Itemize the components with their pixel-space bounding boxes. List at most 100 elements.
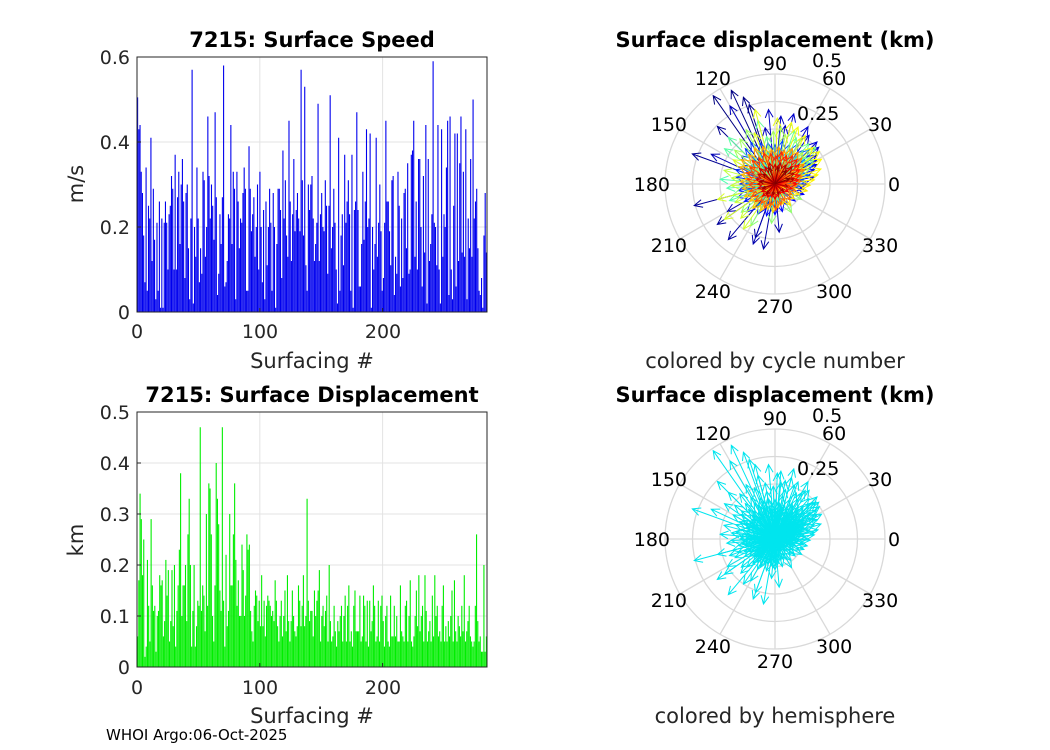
displacement-arrow xyxy=(774,183,790,188)
compass-hemisphere-angle-label: 120 xyxy=(695,423,731,445)
displacement-arrow xyxy=(774,172,796,185)
displacement-arrow xyxy=(774,538,790,543)
displacement-arrow xyxy=(768,166,776,185)
displacement-arrow xyxy=(775,535,799,543)
displacement-arrow xyxy=(762,528,776,540)
displacement-arrow xyxy=(774,183,780,196)
speed-xlabel: Surfacing # xyxy=(250,349,374,373)
compass-hemisphere-angle-label: 60 xyxy=(822,423,846,445)
displacement-arrow xyxy=(772,163,778,184)
displacement-arrow xyxy=(771,538,776,551)
compass-hemisphere-rtick-label: 0.25 xyxy=(797,458,839,480)
speed-ytick-label: 0.2 xyxy=(100,217,130,239)
compass-cycle-rtick-label: 0.5 xyxy=(812,50,842,72)
compass-cycle-angle-label: 150 xyxy=(651,114,687,136)
compass-cycle-angle-label: 120 xyxy=(695,68,731,90)
displacement-xtick-label: 0 xyxy=(131,677,143,699)
displacement-arrow xyxy=(764,520,776,540)
compass-hemisphere-angle-label: 240 xyxy=(695,636,731,658)
displacement-xtick-label: 200 xyxy=(365,677,401,699)
displacement-arrow xyxy=(774,177,791,185)
compass-hemisphere-angle-label: 30 xyxy=(868,469,892,491)
compass-hemisphere-angle-label: 150 xyxy=(651,469,687,491)
displacement-arrow xyxy=(774,165,780,185)
displacement-ytick-label: 0.1 xyxy=(100,606,130,628)
speed-chart-title: 7215: Surface Speed xyxy=(189,28,435,52)
displacement-arrow xyxy=(774,163,787,185)
compass-hemisphere-angle-label: 330 xyxy=(862,590,898,612)
displacement-arrow xyxy=(756,181,775,187)
speed-ytick-label: 0 xyxy=(118,302,130,324)
displacement-arrow xyxy=(774,538,785,547)
speed-chart: 7215: Surface Speed 0 0.2 0.4 0.6 0 100 … xyxy=(64,28,488,373)
displacement-arrow xyxy=(774,154,788,185)
displacement-ylabel: km xyxy=(64,524,88,557)
displacement-ytick-label: 0 xyxy=(118,657,130,679)
displacement-arrow xyxy=(774,524,788,540)
displacement-arrow xyxy=(774,509,788,540)
displacement-arrow xyxy=(774,518,787,540)
displacement-arrow xyxy=(774,520,780,540)
displacement-axes-box xyxy=(136,411,488,668)
compass-hemisphere-title: Surface displacement (km) xyxy=(615,383,934,407)
compass-hemisphere-angle-label: 0 xyxy=(888,529,900,551)
compass-hemisphere-angle-label: 270 xyxy=(757,651,793,673)
displacement-bars xyxy=(137,427,487,667)
compass-cycle-angle-label: 0 xyxy=(888,174,900,196)
speed-ylabel: m/s xyxy=(64,165,88,203)
compass-hemisphere-arrows xyxy=(691,444,823,606)
displacement-xtick-label: 100 xyxy=(242,677,278,699)
displacement-arrow xyxy=(768,521,776,540)
compass-cycle-angle-label: 300 xyxy=(816,281,852,303)
compass-cycle-rtick-label: 0.25 xyxy=(797,103,839,125)
displacement-ytick-label: 0.2 xyxy=(100,555,130,577)
compass-hemisphere-angle-label: 180 xyxy=(634,529,670,551)
displacement-arrow xyxy=(774,538,780,551)
compass-cycle-angle-label: 60 xyxy=(822,68,846,90)
displacement-arrow xyxy=(764,165,776,185)
speed-xtick-label: 200 xyxy=(365,321,401,343)
displacement-arrow xyxy=(774,527,796,540)
displacement-arrow xyxy=(761,183,776,190)
compass-hemisphere-angle-label: 90 xyxy=(763,408,787,430)
displacement-arrow xyxy=(758,534,776,540)
displacement-ytick-label: 0.4 xyxy=(100,453,130,475)
compass-hemisphere-caption: colored by hemisphere xyxy=(655,704,896,728)
speed-xtick-label: 100 xyxy=(242,321,278,343)
displacement-arrow xyxy=(765,183,776,195)
displacement-arrow xyxy=(762,173,776,185)
displacement-arrow xyxy=(761,538,776,545)
compass-cycle-angle-label: 180 xyxy=(634,174,670,196)
displacement-arrow xyxy=(739,137,776,185)
displacement-xlabel: Surfacing # xyxy=(250,704,374,728)
displacement-chart-title: 7215: Surface Displacement xyxy=(145,383,478,407)
displacement-arrow xyxy=(774,169,788,185)
compass-cycle-angle-label: 330 xyxy=(862,235,898,257)
speed-bars xyxy=(137,61,487,312)
displacement-arrow xyxy=(739,492,776,540)
displacement-ytick-label: 0.5 xyxy=(100,402,130,424)
compass-cycle-angle-label: 210 xyxy=(651,235,687,257)
compass-cycle-chart: Surface displacement (km) 0 30 60 90 120… xyxy=(615,28,934,373)
compass-cycle-title: Surface displacement (km) xyxy=(615,28,934,52)
speed-axes-box xyxy=(136,56,488,313)
displacement-arrow xyxy=(756,173,776,185)
displacement-ticks xyxy=(136,411,384,668)
compass-cycle-angle-label: 90 xyxy=(763,53,787,75)
speed-ytick-label: 0.6 xyxy=(100,47,130,69)
speed-ytick-label: 0.4 xyxy=(100,132,130,154)
displacement-arrow xyxy=(771,183,776,196)
displacement-arrow xyxy=(765,538,776,550)
compass-cycle-caption: colored by cycle number xyxy=(645,349,905,373)
compass-hemisphere-rtick-label: 0.5 xyxy=(812,405,842,427)
displacement-arrow xyxy=(758,179,776,185)
displacement-arrow xyxy=(756,536,775,542)
compass-hemisphere-angle-label: 210 xyxy=(651,590,687,612)
compass-hemisphere-chart: Surface displacement (km) 0 30 60 90 120… xyxy=(615,383,934,728)
displacement-arrow xyxy=(756,528,776,540)
compass-cycle-angle-label: 30 xyxy=(868,114,892,136)
displacement-ytick-label: 0.3 xyxy=(100,504,130,526)
compass-cycle-angle-label: 270 xyxy=(757,296,793,318)
displacement-arrow xyxy=(774,183,785,192)
